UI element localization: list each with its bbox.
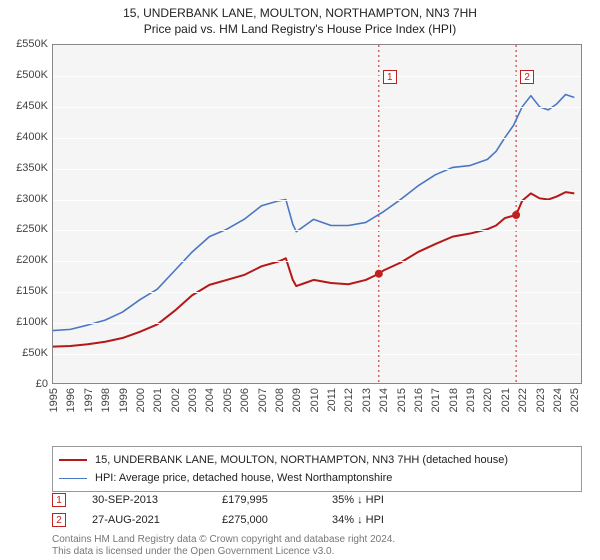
y-tick-label: £550K (2, 38, 48, 50)
footer-line-1: Contains HM Land Registry data © Crown c… (52, 534, 395, 546)
gridline (53, 107, 581, 108)
legend-swatch-1 (59, 459, 87, 461)
title-line-1: 15, UNDERBANK LANE, MOULTON, NORTHAMPTON… (0, 6, 600, 20)
sales-row-1: 1 30-SEP-2013 £179,995 35% ↓ HPI (52, 490, 582, 510)
x-tick-label: 1997 (83, 388, 95, 412)
title-line-2: Price paid vs. HM Land Registry's House … (0, 22, 600, 36)
x-tick-label: 2017 (430, 388, 442, 412)
page-root: 15, UNDERBANK LANE, MOULTON, NORTHAMPTON… (0, 0, 600, 560)
x-tick-label: 2002 (170, 388, 182, 412)
chart-legend: 15, UNDERBANK LANE, MOULTON, NORTHAMPTON… (52, 446, 582, 492)
sale-marker-box: 2 (520, 70, 534, 84)
sale-diff-2: 34% ↓ HPI (332, 514, 442, 526)
chart-area: 12 £0£50K£100K£150K£200K£250K£300K£350K£… (52, 44, 582, 404)
y-tick-label: £100K (2, 316, 48, 328)
x-tick-label: 2014 (378, 388, 390, 412)
x-tick-label: 2010 (309, 388, 321, 412)
x-tick-label: 1996 (65, 388, 77, 412)
sale-price-1: £179,995 (222, 494, 332, 506)
legend-label-1: 15, UNDERBANK LANE, MOULTON, NORTHAMPTON… (95, 454, 508, 466)
gridline (53, 200, 581, 201)
sales-table: 1 30-SEP-2013 £179,995 35% ↓ HPI 2 27-AU… (52, 490, 582, 530)
x-tick-label: 2008 (274, 388, 286, 412)
plot-area: 12 (52, 44, 582, 384)
series-line-2 (53, 94, 574, 330)
x-tick-label: 2000 (135, 388, 147, 412)
gridline (53, 76, 581, 77)
y-tick-label: £350K (2, 162, 48, 174)
sale-marker-dot (512, 211, 520, 219)
legend-row-2: HPI: Average price, detached house, West… (59, 469, 575, 487)
x-tick-label: 2009 (291, 388, 303, 412)
x-tick-label: 1998 (100, 388, 112, 412)
x-tick-label: 1995 (48, 388, 60, 412)
x-tick-label: 2018 (448, 388, 460, 412)
y-tick-label: £400K (2, 131, 48, 143)
x-tick-label: 2004 (204, 388, 216, 412)
gridline (53, 292, 581, 293)
sale-marker-dot (375, 270, 383, 278)
sale-price-2: £275,000 (222, 514, 332, 526)
x-tick-label: 2001 (152, 388, 164, 412)
gridline (53, 354, 581, 355)
y-tick-label: £200K (2, 254, 48, 266)
x-tick-label: 2015 (396, 388, 408, 412)
x-tick-label: 2021 (500, 388, 512, 412)
x-tick-label: 2011 (326, 388, 338, 412)
gridline (53, 169, 581, 170)
x-tick-label: 2006 (239, 388, 251, 412)
gridline (53, 230, 581, 231)
y-tick-label: £50K (2, 347, 48, 359)
legend-label-2: HPI: Average price, detached house, West… (95, 472, 392, 484)
x-tick-label: 2025 (569, 388, 581, 412)
x-tick-label: 2023 (535, 388, 547, 412)
gridline (53, 138, 581, 139)
x-tick-label: 2003 (187, 388, 199, 412)
footer-note: Contains HM Land Registry data © Crown c… (52, 534, 395, 558)
y-tick-label: £150K (2, 285, 48, 297)
legend-row-1: 15, UNDERBANK LANE, MOULTON, NORTHAMPTON… (59, 451, 575, 469)
x-tick-label: 2005 (222, 388, 234, 412)
chart-svg (53, 45, 583, 385)
sale-date-1: 30-SEP-2013 (92, 494, 222, 506)
sale-marker-box: 1 (383, 70, 397, 84)
x-tick-label: 2020 (482, 388, 494, 412)
y-tick-label: £450K (2, 100, 48, 112)
y-tick-label: £500K (2, 69, 48, 81)
x-tick-label: 2012 (343, 388, 355, 412)
x-tick-label: 2016 (413, 388, 425, 412)
x-tick-label: 1999 (118, 388, 130, 412)
y-tick-label: £0 (2, 378, 48, 390)
title-block: 15, UNDERBANK LANE, MOULTON, NORTHAMPTON… (0, 0, 600, 36)
sales-row-2: 2 27-AUG-2021 £275,000 34% ↓ HPI (52, 510, 582, 530)
legend-swatch-2 (59, 478, 87, 479)
sale-date-2: 27-AUG-2021 (92, 514, 222, 526)
x-tick-label: 2007 (257, 388, 269, 412)
x-tick-label: 2013 (361, 388, 373, 412)
y-tick-label: £250K (2, 223, 48, 235)
x-tick-label: 2019 (465, 388, 477, 412)
sale-marker-icon-2: 2 (52, 513, 66, 527)
x-tick-label: 2024 (552, 388, 564, 412)
y-tick-label: £300K (2, 193, 48, 205)
gridline (53, 323, 581, 324)
sale-marker-icon-1: 1 (52, 493, 66, 507)
x-tick-label: 2022 (517, 388, 529, 412)
footer-line-2: This data is licensed under the Open Gov… (52, 546, 395, 558)
sale-diff-1: 35% ↓ HPI (332, 494, 442, 506)
gridline (53, 261, 581, 262)
